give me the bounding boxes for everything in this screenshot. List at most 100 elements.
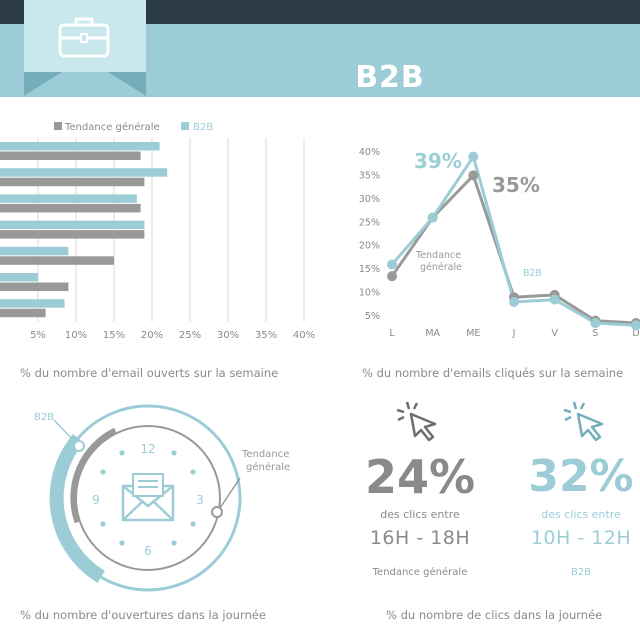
cursor-click-icon [396,401,437,442]
bar-general [0,177,145,187]
bar-general [0,282,69,291]
annotation-general-peak: 35% [492,173,540,197]
bar-general [0,256,114,265]
clock-chart: B2B Tendance générale 12 3 6 9 [34,404,290,592]
line-series-b2b-point [468,151,479,162]
line-series-b2b-point [631,320,640,331]
clock-leader-b2b [53,419,76,443]
bar-b2b [0,246,69,256]
clock-hour-dot [171,450,177,456]
tag-fold-left [24,72,62,96]
line-y-tick-label: 15% [359,264,380,275]
clock-hour-dot [100,469,106,475]
line-series-b2b-point [590,318,601,329]
line-series-b2b-point [427,212,438,223]
bar-b2b [0,299,65,308]
legend-swatch-general [54,122,62,130]
clock-leader-general [219,477,241,509]
clock-marker-general [211,506,223,518]
line-x-tick-label: S [592,328,598,339]
line-y-tick-label: 25% [359,217,380,228]
bar-x-tick-label: 10% [65,330,87,341]
annotation-general-label-line1: Tendance [415,250,461,261]
line-series-general-point [387,271,397,282]
line-y-tick-label: 20% [359,241,380,252]
bar-b2b [0,142,160,151]
clock-label-general-line2: générale [246,461,290,473]
bar-b2b [0,194,137,203]
bar-x-tick-label: 20% [141,330,163,341]
bar-x-tick-label: 40% [293,330,315,341]
line-y-tick-label: 10% [359,288,380,299]
line-chart: 40% 35% 30% 25% 20% 15% 10% 5% L MA ME J V S D 39% 35… [359,147,640,339]
bar-b2b [0,220,145,230]
clock-hour-6: 6 [144,544,152,558]
clock-hour-dot [190,521,196,527]
stat-general-text: des clics entre [380,508,460,521]
clock-hour-dot [100,521,106,527]
stat-general-label: Tendance générale [372,567,468,578]
stat-general-pct: 24% [364,450,476,504]
bar-general [0,308,46,318]
bar-general [0,203,141,213]
line-y-tick-label: 40% [359,147,380,158]
line-series-b2b-point [387,259,397,270]
envelope-icon [121,473,175,522]
bar-general [0,151,141,160]
stat-b2b-text: des clics entre [541,508,621,521]
clock-label-general-line1: Tendance [241,449,289,460]
clock-hour-dot [119,450,125,456]
clock-arc-general [70,427,117,524]
bar-x-tick-label: 15% [103,330,125,341]
clock-marker-b2b [73,440,85,452]
bar-x-tick-label: 30% [217,330,239,341]
cursor-click-icon-b2b [563,401,604,442]
clock-label-b2b: B2B [34,412,54,423]
annotation-b2b-label: B2B [523,268,542,279]
annotation-b2b-peak: 39% [414,149,462,173]
line-chart-caption: % du nombre d'emails cliqués sur la sema… [362,366,624,380]
bar-general [0,230,145,239]
line-y-tick-label: 35% [359,170,380,181]
line-x-tick-label: L [389,328,395,339]
legend-label-b2b: B2B [193,122,213,133]
bar-chart-caption: % du nombre d'email ouverts sur la semai… [20,366,279,380]
clock-hour-3: 3 [196,493,204,507]
stat-general: 24% des clics entre 16H - 18H Tendance g… [350,452,490,578]
clock-hour-9: 9 [92,493,100,507]
bar-b2b [0,168,168,177]
line-series-b2b-point [509,296,519,307]
line-y-tick-label: 5% [365,311,380,322]
bar-x-tick-label: 5% [30,330,46,341]
line-x-tick-label: J [512,328,516,339]
bar-chart: 5% 10% 15% 20% 25% 30% 35% 40% Tendance général… [0,121,315,341]
stat-b2b-pct: 32% [528,451,634,502]
annotation-general-label-line2: générale [420,262,462,273]
line-series-general-point [468,170,479,181]
line-y-tick-label: 30% [359,194,380,205]
line-series-b2b-point [549,294,560,305]
bar-b2b [0,273,38,282]
stat-b2b-range: 10H - 12H [530,527,632,549]
line-x-tick-label: D [632,328,639,339]
line-x-tick-label: ME [466,328,480,339]
line-x-tick-label: V [551,328,558,339]
stat-b2b: 32% des clics entre 10H - 12H B2B [522,451,640,579]
stat-general-range: 16H - 18H [369,527,471,549]
bar-x-tick-label: 35% [255,330,277,341]
clock-hour-dot [119,540,125,546]
clock-caption: % du nombre d'ouvertures dans la journée [20,608,266,622]
clock-hour-dot [190,469,196,475]
clock-hour-12: 12 [140,442,155,456]
briefcase-icon [58,17,110,58]
clock-hour-dot [171,540,177,546]
legend-swatch-b2b [181,122,189,130]
bar-legend: Tendance générale B2B [54,121,213,133]
legend-label-general: Tendance générale [64,121,160,133]
clicks-caption: % du nombre de clics dans la journée [386,608,603,622]
stat-b2b-label: B2B [570,567,592,578]
tag-fold-right [108,72,146,96]
bar-x-tick-label: 25% [179,330,201,341]
clock-arc-b2b [49,433,106,583]
line-x-tick-label: MA [425,328,440,339]
